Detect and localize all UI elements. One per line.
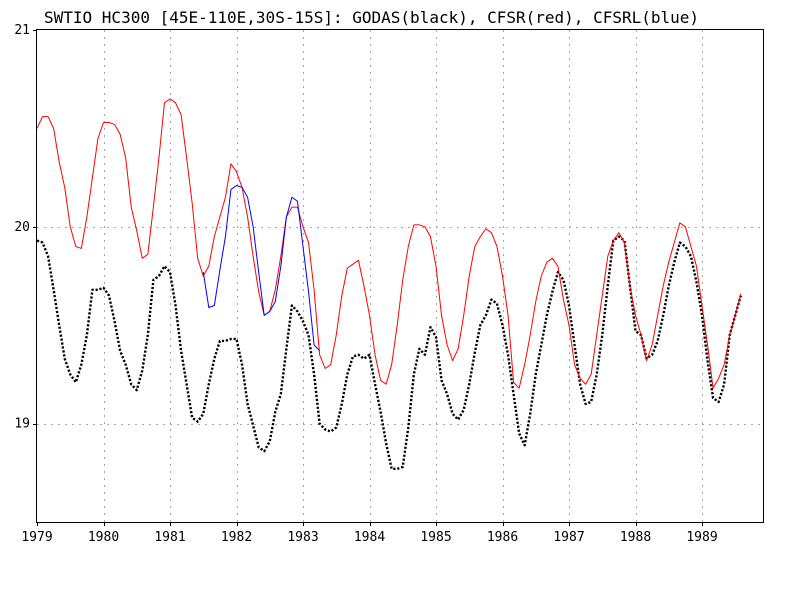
x-tick-label: 1983 [287, 530, 318, 545]
x-tick-label: 1988 [620, 530, 651, 545]
series-line-godas [37, 235, 742, 471]
x-tick-label: 1985 [420, 530, 451, 545]
series-line-cfsr [37, 98, 742, 389]
x-tick-label: 1987 [553, 530, 584, 545]
plot-frame [36, 29, 764, 523]
y-tick-label: 21 [14, 23, 30, 38]
y-tick-label: 20 [14, 220, 30, 235]
x-tick-label: 1986 [487, 530, 518, 545]
x-tick-label: 1984 [354, 530, 385, 545]
series-lines [37, 98, 742, 471]
x-tick-label: 1989 [686, 530, 717, 545]
axes [36, 29, 764, 523]
tick-labels: 1979 1980 1981 1982 1983 1984 1985 1986 1987 1988… [14, 23, 717, 545]
x-tick-label: 1982 [221, 530, 252, 545]
x-tick-label: 1981 [154, 530, 185, 545]
grid [37, 30, 763, 522]
series-line-cfsrl [202, 184, 320, 352]
x-tick-label: 1979 [21, 530, 52, 545]
y-tick-label: 19 [14, 417, 30, 432]
chart-title: SWTIO HC300 [45E-110E,30S-15S]: GODAS(bl… [44, 8, 699, 27]
x-tick-label: 1980 [88, 530, 119, 545]
